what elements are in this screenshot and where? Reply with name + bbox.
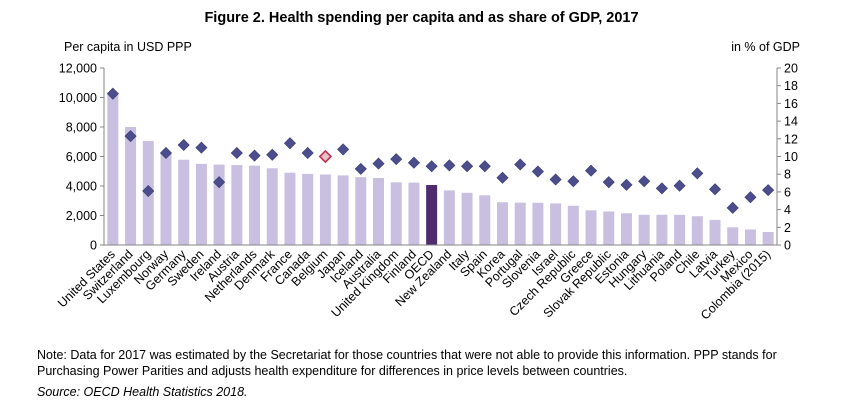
bar-switzerland bbox=[125, 127, 137, 245]
bar-estonia bbox=[620, 213, 632, 245]
bar-japan bbox=[337, 175, 349, 245]
health-spending-chart: Per capita in USD PPP in % of GDP 0 2,000… bbox=[55, 40, 800, 322]
chart-source: Source: OECD Health Statistics 2018. bbox=[37, 385, 248, 399]
right-axis-tick-label: 8 bbox=[784, 168, 791, 182]
right-axis-label: in % of GDP bbox=[731, 40, 800, 54]
marker-netherlands bbox=[248, 149, 261, 162]
marker-denmark bbox=[266, 148, 279, 161]
right-axis-tick-label: 10 bbox=[784, 150, 798, 164]
bar-denmark bbox=[266, 168, 278, 245]
left-axis-tick-label: 2,000 bbox=[66, 209, 97, 223]
bar-sweden bbox=[195, 163, 207, 245]
bar-colombia-2015 bbox=[762, 232, 774, 245]
left-axis-label: Per capita in USD PPP bbox=[64, 40, 192, 54]
marker-belgium bbox=[318, 149, 333, 164]
bar-czech-republic bbox=[567, 205, 579, 245]
bar-united-states bbox=[107, 94, 119, 245]
bar-austria bbox=[231, 165, 243, 245]
marker-mexico bbox=[744, 191, 757, 204]
marker-japan bbox=[337, 143, 350, 156]
bar-italy bbox=[461, 192, 473, 245]
marker-slovenia bbox=[531, 165, 544, 178]
marker-norway bbox=[159, 146, 173, 159]
marker-france bbox=[283, 137, 296, 150]
right-axis-tick-label: 12 bbox=[784, 132, 798, 146]
right-axis-tick-label: 2 bbox=[784, 221, 791, 235]
left-axis-tick-label: 4,000 bbox=[66, 180, 97, 194]
marker-lithuania bbox=[655, 182, 668, 195]
chart-title: Figure 2. Health spending per capita and… bbox=[204, 10, 639, 26]
marker-iceland bbox=[354, 162, 367, 175]
marker-czech-republic bbox=[567, 175, 580, 188]
bar-turkey bbox=[727, 227, 739, 245]
bar-australia bbox=[373, 178, 385, 245]
right-axis-tick-label: 18 bbox=[784, 79, 798, 93]
bar-iceland bbox=[355, 177, 367, 245]
marker-korea bbox=[496, 171, 509, 184]
marker-greece bbox=[585, 164, 598, 177]
bar-portugal bbox=[514, 202, 526, 245]
marker-united-kingdom bbox=[390, 153, 403, 166]
left-axis-tick-label: 6,000 bbox=[66, 150, 97, 164]
marker-italy bbox=[461, 160, 474, 173]
bar-hungary bbox=[638, 214, 650, 245]
marker-sweden bbox=[195, 141, 208, 154]
bar-poland bbox=[674, 214, 686, 245]
bar-finland bbox=[408, 182, 420, 245]
chart-note: Note: Data for 2017 was estimated by the… bbox=[37, 348, 777, 378]
marker-slovak-republic bbox=[602, 176, 615, 189]
marker-hungary bbox=[638, 175, 651, 188]
left-axis-tick-label: 8,000 bbox=[66, 121, 97, 135]
marker-luxembourg bbox=[142, 184, 155, 198]
bar-ireland bbox=[213, 164, 225, 245]
left-axis-tick-label: 10,000 bbox=[59, 91, 97, 105]
marker-ireland bbox=[213, 176, 226, 189]
bar-latvia bbox=[709, 219, 721, 245]
bar-canada bbox=[302, 173, 314, 245]
marker-finland bbox=[407, 156, 420, 169]
marker-poland bbox=[673, 179, 686, 192]
bar-germany bbox=[178, 159, 190, 245]
marker-new-zealand bbox=[443, 159, 456, 172]
bar-slovak-republic bbox=[603, 211, 615, 245]
marker-estonia bbox=[620, 178, 633, 191]
bar-mexico bbox=[744, 229, 756, 245]
right-axis-tick-label: 20 bbox=[784, 62, 798, 76]
marker-chile bbox=[691, 167, 704, 180]
left-axis-tick-label: 12,000 bbox=[59, 62, 97, 76]
bar-chile bbox=[691, 216, 703, 245]
marker-portugal bbox=[514, 158, 527, 171]
bar-spain bbox=[479, 195, 491, 245]
marker-israel bbox=[549, 173, 562, 186]
marker-united-states bbox=[106, 87, 119, 100]
marker-australia bbox=[372, 157, 385, 170]
right-axis-tick-label: 0 bbox=[784, 239, 791, 253]
marker-spain bbox=[478, 160, 491, 173]
bar-korea bbox=[496, 202, 508, 245]
marker-austria bbox=[230, 146, 243, 159]
marker-canada bbox=[301, 146, 314, 159]
bar-new-zealand bbox=[443, 190, 455, 245]
bar-slovenia bbox=[532, 202, 544, 245]
bar-lithuania bbox=[656, 214, 668, 245]
bar-oecd bbox=[426, 184, 438, 245]
marker-germany bbox=[177, 138, 190, 152]
marker-oecd bbox=[425, 160, 438, 173]
marker-latvia bbox=[708, 183, 722, 196]
right-axis-tick-label: 16 bbox=[784, 97, 798, 111]
bar-israel bbox=[550, 203, 562, 245]
bar-norway bbox=[160, 153, 172, 245]
bar-netherlands bbox=[249, 165, 261, 245]
right-axis-tick-label: 4 bbox=[784, 203, 791, 217]
marker-colombia-2015 bbox=[762, 184, 775, 197]
bar-belgium bbox=[319, 174, 331, 245]
marker-switzerland bbox=[124, 130, 137, 143]
bar-france bbox=[284, 172, 296, 245]
right-axis-tick-label: 14 bbox=[784, 115, 798, 129]
right-axis-tick-label: 6 bbox=[784, 185, 791, 199]
bar-united-kingdom bbox=[390, 182, 402, 245]
bar-greece bbox=[585, 210, 597, 245]
left-axis-tick-label: 0 bbox=[90, 239, 97, 253]
marker-turkey bbox=[726, 201, 739, 214]
